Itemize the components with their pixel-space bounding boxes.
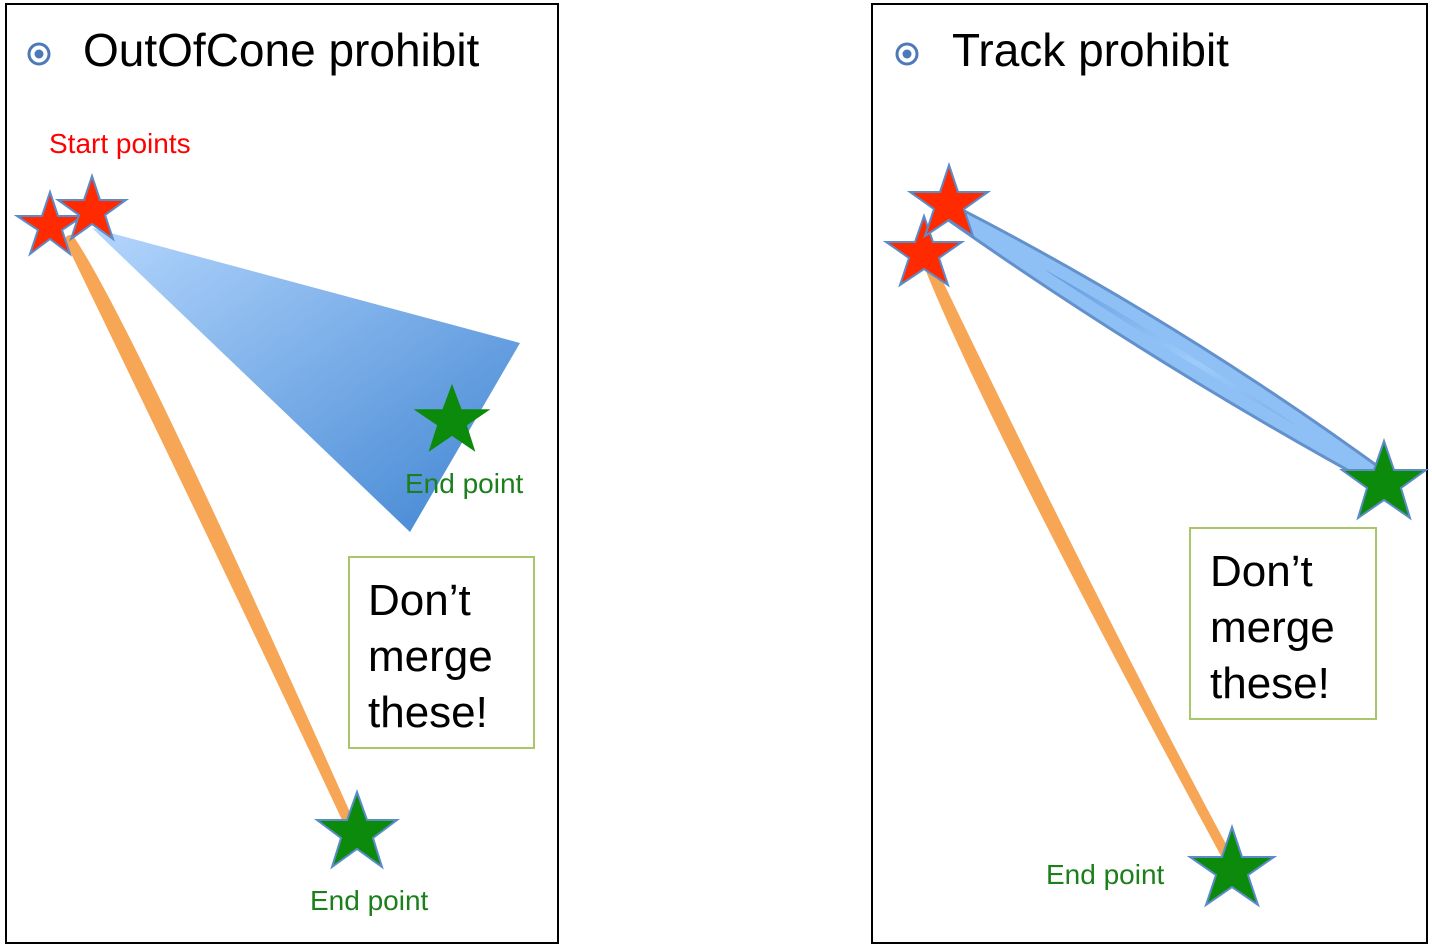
dont-merge-note-box (348, 556, 535, 749)
left-panel-title: OutOfCone prohibit (83, 24, 480, 76)
start-points-label: Start points (49, 128, 191, 159)
note-line-2: merge (1210, 603, 1335, 652)
end-star-icon (413, 383, 491, 452)
out-of-cone-region (92, 228, 520, 532)
start-star-icon (906, 161, 992, 239)
left-panel-frame (5, 3, 559, 944)
bullet-icon (27, 42, 51, 66)
dont-merge-note-box (1189, 527, 1377, 720)
start-star-icon (13, 188, 87, 257)
bullet-icon (895, 42, 919, 66)
end-star-icon (1338, 437, 1430, 521)
end-point-label-cone: End point (405, 468, 524, 499)
right-panel-title: Track prohibit (952, 24, 1229, 76)
left-panel: OutOfCone prohibit Start points End poin… (5, 3, 559, 944)
note-line-1: Don’t (1210, 547, 1313, 596)
note-line-3: these! (368, 688, 488, 737)
start-star-icon (54, 172, 130, 242)
end-point-label: End point (1046, 859, 1165, 890)
end-star-icon (1186, 823, 1278, 908)
end-point-label-track: End point (310, 885, 429, 916)
start-star-icon (882, 212, 966, 288)
end-star-icon (314, 789, 400, 870)
note-line-2: merge (368, 632, 493, 681)
note-line-1: Don’t (368, 576, 471, 625)
note-line-3: these! (1210, 659, 1330, 708)
right-panel: Track prohibit Don’t merge these! End po… (871, 3, 1430, 944)
right-panel-frame (871, 3, 1428, 944)
